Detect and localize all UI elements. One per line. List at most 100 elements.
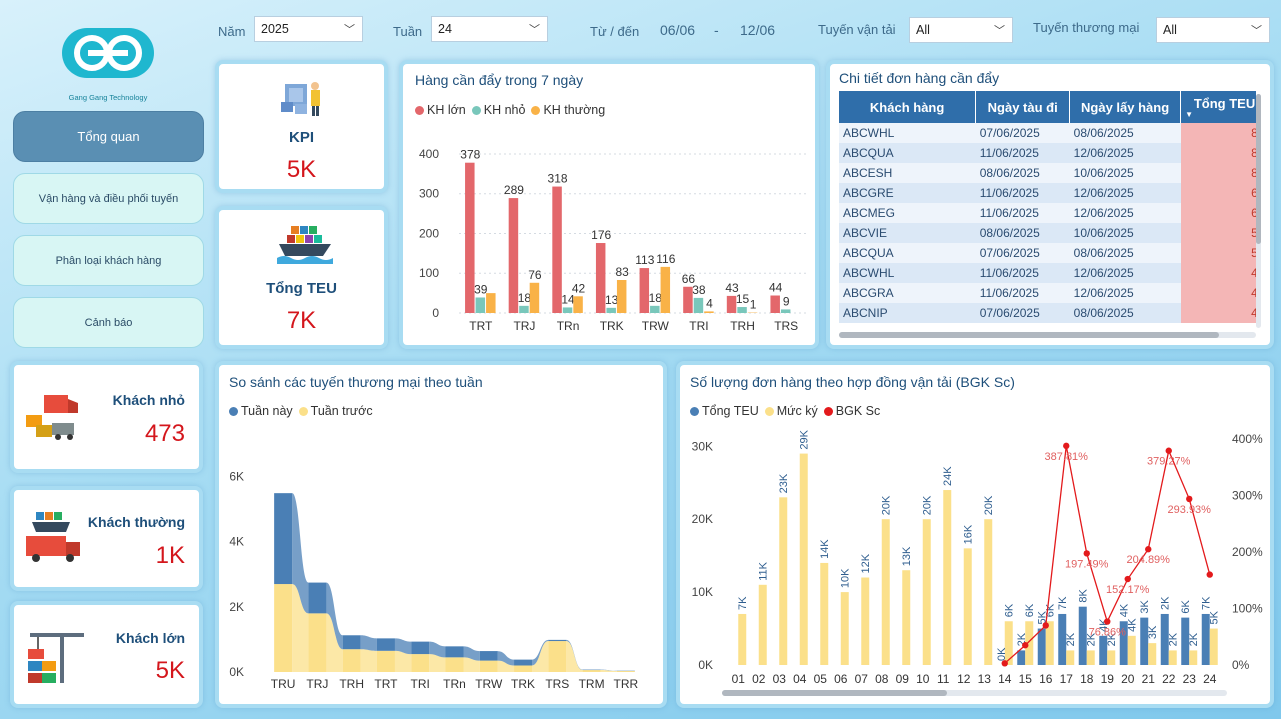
bar-teu-18 [1078, 606, 1087, 665]
table-cell: ABCVIE [839, 223, 976, 243]
legend-item[interactable]: Tuần này [229, 404, 293, 418]
bar-teu-15 [1017, 650, 1026, 665]
table-header-2[interactable]: Ngày lấy hàng [1069, 91, 1182, 123]
sort-desc-icon[interactable]: ▼ [1185, 109, 1193, 119]
table-header-0[interactable]: Khách hàng [839, 91, 977, 123]
x-tick-label: 17 [1060, 672, 1074, 686]
bar-data-label: 7K [1201, 596, 1213, 610]
ribbon-last-week [600, 670, 617, 672]
y2-tick-label: 0% [1232, 658, 1250, 672]
legend-item[interactable]: BGK Sc [823, 404, 880, 418]
bar-data-label: 4 [706, 296, 713, 310]
legend-item[interactable]: Tuần trước [298, 404, 373, 418]
bar-data-label: 14 [561, 292, 575, 306]
table-cell: 10/06/2025 [1069, 163, 1181, 183]
table-cell: 11/06/2025 [975, 283, 1070, 303]
bar-trs-last-week [548, 641, 567, 672]
date-range-to[interactable]: 12/06 [740, 22, 776, 38]
bar-teu-19 [1099, 635, 1108, 665]
bar-teu-23 [1181, 617, 1190, 665]
bar-data-label: 66 [682, 272, 696, 286]
bar-trw-series-2 [660, 266, 671, 313]
legend-label: Tổng TEU [702, 404, 759, 418]
nav-overview[interactable]: Tổng quan [13, 111, 204, 162]
table-cell: ABCQUA [839, 143, 976, 163]
nav-operations[interactable]: Vận hàng và điều phối tuyến [13, 173, 204, 224]
table-cell: 07/06/2025 [975, 123, 1070, 143]
bar-trj-series-2 [529, 282, 540, 313]
push-7days-card: Hàng cần đẩy trong 7 ngày KH lớn KH nhỏ … [399, 60, 819, 349]
bgk-point [1186, 495, 1193, 503]
bar-data-label: 12K [860, 553, 872, 573]
x-tick-label: TRI [411, 677, 430, 691]
bar-data-label: 5K [1209, 610, 1221, 624]
legend-item[interactable]: Mức ký [764, 404, 818, 418]
bar-trj-this-week [308, 582, 327, 614]
x-tick-label: TRK [600, 319, 624, 333]
y-tick-label: 2K [229, 600, 244, 614]
bar-data-label: 39 [474, 282, 488, 296]
table-horizontal-scrollbar[interactable] [839, 332, 1256, 338]
bar-data-label: 16K [963, 524, 975, 544]
y2-tick-label: 300% [1232, 489, 1263, 503]
x-tick-label: 23 [1183, 672, 1197, 686]
nav-alerts[interactable]: Cảnh báo [13, 297, 204, 348]
table-header-1[interactable]: Ngày tàu đi [975, 91, 1071, 123]
legend-item[interactable]: Tổng TEU [690, 404, 759, 418]
bgk-data-label: 76.86% [1089, 627, 1127, 639]
bar-signed-23 [1189, 650, 1198, 665]
bar-data-label: 24K [942, 466, 954, 486]
legend-item[interactable]: KH thường [531, 103, 605, 117]
bar-trt-this-week [376, 638, 395, 651]
scrollbar-thumb [722, 690, 947, 696]
bar-data-label: 13 [605, 293, 619, 307]
bar-trt-series-0 [465, 162, 475, 313]
chevron-down-icon: ﹀ [1251, 25, 1262, 37]
legend-item[interactable]: KH nhỏ [471, 103, 525, 117]
week-select[interactable]: 24 ﹀ [431, 16, 548, 42]
nav-customer-classification[interactable]: Phân loại khách hàng [13, 235, 204, 286]
y-tick-label: 10K [692, 585, 713, 599]
trade-ribbon-chart: 0K 2K 4K 6K TRU TRJ TRH TRT TRI TRn TRW TRK TRS TRM TR… [229, 470, 638, 691]
bar-signed-11 [943, 490, 952, 665]
scrollbar-thumb[interactable] [839, 332, 1219, 338]
x-tick-label: TRM [579, 677, 605, 691]
bar-data-label: 83 [616, 265, 630, 279]
container-ship-icon [277, 226, 333, 264]
x-tick-label: 12 [957, 672, 971, 686]
trade-route-label: Tuyến thương mại [1033, 20, 1140, 35]
bar-trk-series-1 [606, 307, 616, 313]
x-tick-label: TRH [730, 319, 755, 333]
table-cell: 42 [1180, 303, 1256, 323]
contract-combo-chart: 0K 10K 20K 30K 0% 100% 200% 300% 400% 7K 01 11K 02 23… [692, 429, 1263, 696]
legend-label: KH lớn [427, 103, 466, 117]
table-header-3[interactable]: Tổng TEU ▼ [1180, 91, 1256, 123]
date-range-from[interactable]: 06/06 [660, 22, 696, 38]
ribbon-this-week [463, 646, 480, 661]
x-tick-label: 10 [916, 672, 930, 686]
trade-route-select[interactable]: All ﹀ [1156, 17, 1270, 43]
y2-tick-label: 400% [1232, 432, 1263, 446]
table-vertical-scrollbar[interactable] [1256, 94, 1261, 328]
bar-teu-20 [1119, 621, 1128, 665]
y-tick-label: 0K [698, 658, 713, 672]
x-tick-label: TRJ [306, 677, 328, 691]
large-customer-value: 5K [155, 657, 185, 684]
transport-route-select[interactable]: All ﹀ [909, 17, 1013, 43]
table-cell: 10/06/2025 [1069, 223, 1181, 243]
scrollbar-thumb[interactable] [1256, 94, 1261, 244]
bar-trs-this-week [548, 639, 567, 642]
legend-item[interactable]: KH lớn [415, 103, 466, 117]
x-tick-label: TRJ [513, 319, 535, 333]
year-select[interactable]: 2025 ﹀ [254, 16, 363, 42]
